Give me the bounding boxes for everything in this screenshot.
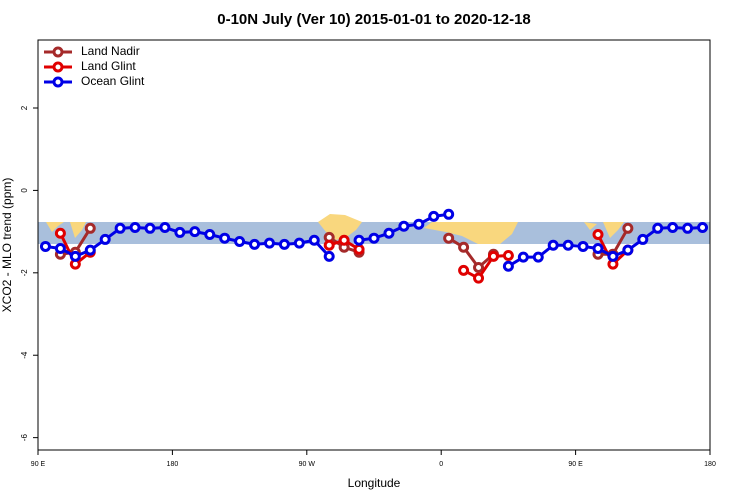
point — [204, 228, 216, 240]
point — [54, 227, 66, 239]
point — [144, 222, 156, 234]
point — [189, 226, 201, 238]
point — [652, 222, 664, 234]
point — [502, 260, 514, 272]
point — [592, 228, 604, 240]
point — [443, 232, 455, 244]
legend-marker — [52, 46, 64, 58]
point — [398, 220, 410, 232]
point — [54, 243, 66, 255]
chart-title: 0-10N July (Ver 10) 2015-01-01 to 2020-1… — [217, 11, 531, 28]
x-tick-label: 0 — [439, 461, 443, 468]
point — [577, 240, 589, 252]
x-tick-label: 180 — [167, 461, 179, 468]
point — [532, 251, 544, 263]
point — [129, 221, 141, 233]
y-tick-label: 2 — [20, 105, 29, 110]
plot-frame — [37, 39, 711, 451]
point — [278, 238, 290, 250]
x-tick-label: 90 E — [568, 461, 583, 468]
point — [368, 232, 380, 244]
point — [293, 237, 305, 249]
legend-label: Ocean Glint — [81, 74, 145, 88]
point — [159, 221, 171, 233]
point — [607, 250, 619, 262]
point — [458, 241, 470, 253]
point — [458, 264, 470, 276]
point — [473, 272, 485, 284]
legend-marker — [52, 61, 64, 73]
point — [323, 239, 335, 251]
point — [517, 251, 529, 263]
point — [622, 244, 634, 256]
x-tick-label: 90 W — [299, 461, 316, 468]
point — [69, 250, 81, 262]
y-tick-label: -2 — [20, 269, 29, 277]
point — [234, 235, 246, 247]
point — [592, 243, 604, 255]
y-tick-label: 0 — [20, 188, 29, 193]
point — [562, 239, 574, 251]
point — [114, 222, 126, 234]
point — [353, 234, 365, 246]
point — [308, 234, 320, 246]
legend-label: Land Glint — [81, 59, 136, 73]
y-axis-label: XCO2 - MLO trend (ppm) — [0, 178, 14, 313]
legend-label: Land Nadir — [81, 44, 140, 58]
legend-marker — [52, 76, 64, 88]
point — [637, 233, 649, 245]
point — [682, 222, 694, 234]
point — [383, 227, 395, 239]
point — [697, 221, 709, 233]
point — [353, 243, 365, 255]
point — [323, 250, 335, 262]
point — [84, 222, 96, 234]
point — [263, 237, 275, 249]
point — [473, 261, 485, 273]
point — [84, 244, 96, 256]
point — [487, 250, 499, 262]
x-tick-label: 90 E — [31, 461, 46, 468]
point — [667, 221, 679, 233]
point — [174, 226, 186, 238]
point — [622, 222, 634, 234]
point — [413, 218, 425, 230]
point — [428, 210, 440, 222]
point — [547, 239, 559, 251]
point — [338, 234, 350, 246]
point — [99, 233, 111, 245]
x-axis-label: Longitude — [348, 476, 401, 490]
y-tick-label: -4 — [20, 351, 29, 359]
point — [39, 240, 51, 252]
x-tick-label: 180 — [704, 461, 716, 468]
y-tick-label: -6 — [20, 434, 29, 442]
point — [249, 238, 261, 250]
point — [502, 250, 514, 262]
point — [443, 208, 455, 220]
point — [219, 232, 231, 244]
